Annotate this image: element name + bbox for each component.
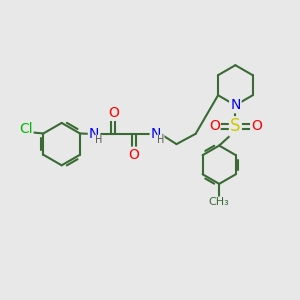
Text: Cl: Cl [19,122,32,136]
Text: O: O [128,148,139,162]
Text: H: H [95,135,102,145]
Text: CH₃: CH₃ [209,197,230,207]
Text: S: S [230,117,241,135]
Text: O: O [209,119,220,134]
Text: H: H [157,135,164,145]
Text: N: N [230,98,241,112]
Text: N: N [151,127,161,141]
Text: N: N [89,127,99,141]
Text: O: O [108,106,118,120]
Text: O: O [251,119,262,134]
